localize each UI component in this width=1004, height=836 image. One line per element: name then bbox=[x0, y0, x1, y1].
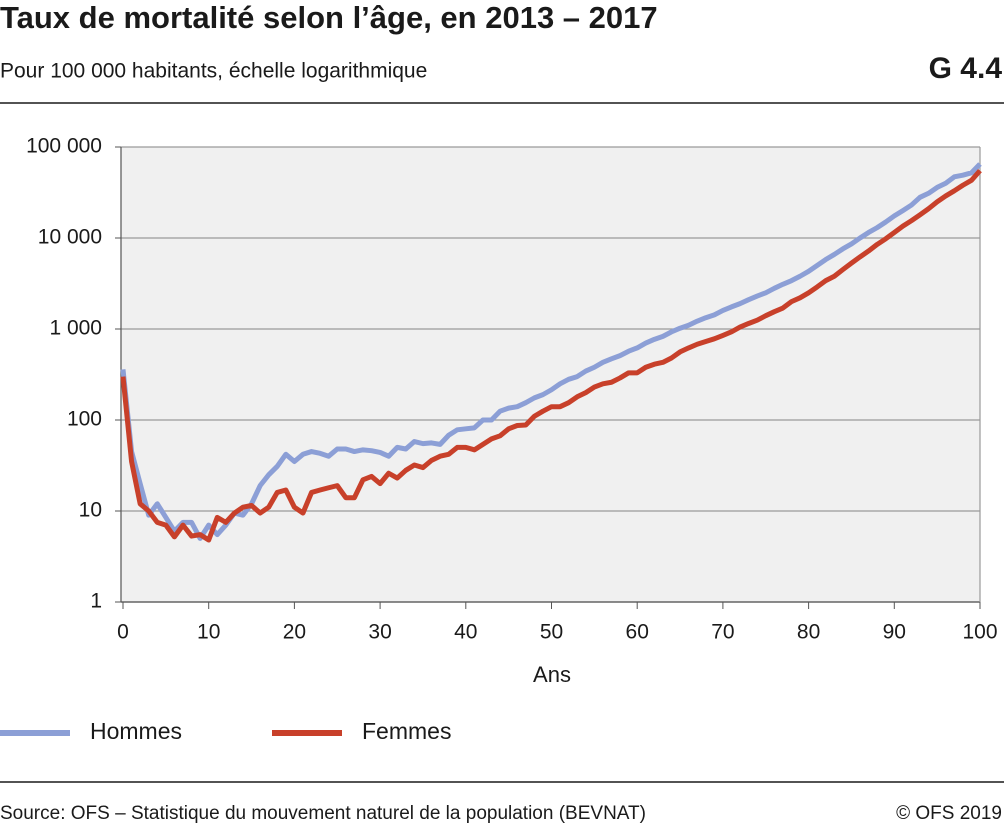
y-tick-label: 1 bbox=[90, 590, 102, 613]
chart-code: G 4.4 bbox=[929, 52, 1003, 85]
chart-title: Taux de mortalité selon l’âge, en 2013 –… bbox=[0, 0, 658, 35]
x-tick-label: 10 bbox=[197, 621, 220, 644]
y-tick-label: 100 000 bbox=[26, 135, 102, 158]
legend-label: Femmes bbox=[362, 718, 451, 744]
x-tick-label: 40 bbox=[454, 621, 477, 644]
x-tick-label: 70 bbox=[711, 621, 734, 644]
series-line bbox=[120, 162, 982, 541]
x-tick-label: 20 bbox=[283, 621, 306, 644]
y-tick-label: 10 000 bbox=[38, 226, 102, 249]
x-tick-label: 100 bbox=[962, 621, 997, 644]
series-line bbox=[120, 168, 982, 543]
y-tick-label: 10 bbox=[79, 499, 102, 522]
y-tick-label: 100 bbox=[67, 408, 102, 431]
x-tick-label: 0 bbox=[117, 621, 129, 644]
x-tick-label: 80 bbox=[797, 621, 820, 644]
y-tick-label: 1 000 bbox=[49, 317, 102, 340]
x-axis-label: Ans bbox=[533, 662, 571, 687]
legend-label: Hommes bbox=[90, 718, 182, 744]
x-tick-label: 50 bbox=[540, 621, 563, 644]
x-tick-label: 30 bbox=[368, 621, 391, 644]
x-tick-label: 90 bbox=[883, 621, 906, 644]
copyright: © OFS 2019 bbox=[896, 803, 1002, 824]
chart-subtitle: Pour 100 000 habitants, échelle logarith… bbox=[0, 60, 427, 83]
plot-area bbox=[121, 147, 980, 602]
source: Source: OFS – Statistique du mouvement n… bbox=[0, 803, 646, 824]
x-tick-label: 60 bbox=[626, 621, 649, 644]
